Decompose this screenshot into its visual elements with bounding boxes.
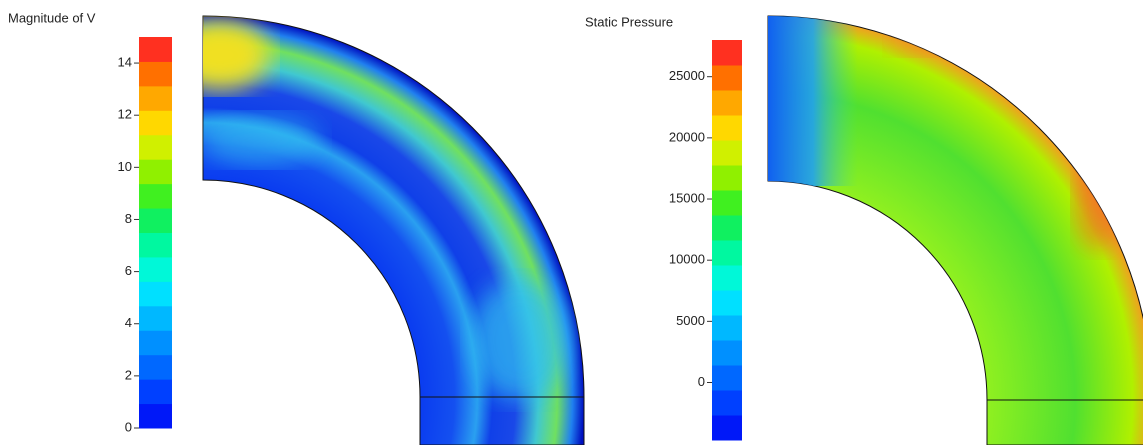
tick-label: 25000 bbox=[669, 68, 705, 83]
color-band bbox=[712, 265, 742, 291]
colorbar-title: Magnitude of V bbox=[8, 10, 96, 25]
color-band bbox=[139, 233, 172, 258]
color-band bbox=[712, 40, 742, 66]
tick-label: 14 bbox=[118, 55, 132, 70]
tick-label: 20000 bbox=[669, 129, 705, 144]
color-band bbox=[139, 355, 172, 380]
tick-label: 0 bbox=[698, 374, 705, 389]
tick-label: 0 bbox=[125, 419, 132, 434]
page: {"chart_data": [ {"type": "contour", "ti… bbox=[0, 0, 1143, 445]
colorbar-title: Static Pressure bbox=[585, 14, 673, 29]
color-band bbox=[139, 404, 172, 429]
color-band bbox=[139, 184, 172, 209]
color-band bbox=[712, 315, 742, 341]
color-band bbox=[712, 215, 742, 241]
color-band bbox=[139, 281, 172, 306]
tick-label: 10000 bbox=[669, 252, 705, 267]
tick-label: 15000 bbox=[669, 190, 705, 205]
tick-label: 5000 bbox=[676, 313, 705, 328]
tick-label: 12 bbox=[118, 107, 132, 122]
tick-label: 2 bbox=[125, 367, 132, 382]
color-band bbox=[139, 110, 172, 135]
figure: Magnitude of V 0 2 4 6 8 10 12 14 Static Pressure… bbox=[0, 0, 1143, 445]
tick-label: 10 bbox=[118, 159, 132, 174]
color-band bbox=[712, 140, 742, 166]
color-band bbox=[712, 90, 742, 116]
color-band bbox=[712, 165, 742, 191]
color-band bbox=[712, 365, 742, 391]
tick-label: 4 bbox=[125, 315, 132, 330]
color-band bbox=[712, 340, 742, 366]
color-band bbox=[139, 86, 172, 111]
color-band bbox=[712, 240, 742, 266]
color-band bbox=[712, 390, 742, 416]
color-band bbox=[139, 37, 172, 62]
color-band bbox=[139, 257, 172, 282]
pressure-field bbox=[768, 16, 1143, 445]
velocity-field bbox=[170, 16, 584, 445]
color-band bbox=[712, 190, 742, 216]
color-band bbox=[139, 61, 172, 86]
color-band bbox=[712, 415, 742, 441]
color-band bbox=[139, 330, 172, 355]
color-band bbox=[712, 290, 742, 316]
color-band bbox=[139, 306, 172, 331]
color-band bbox=[712, 115, 742, 141]
color-band bbox=[139, 135, 172, 160]
color-band bbox=[139, 208, 172, 233]
tick-label: 8 bbox=[125, 211, 132, 226]
color-band bbox=[139, 379, 172, 404]
tick-label: 6 bbox=[125, 263, 132, 278]
color-band bbox=[712, 65, 742, 91]
color-band bbox=[139, 159, 172, 184]
